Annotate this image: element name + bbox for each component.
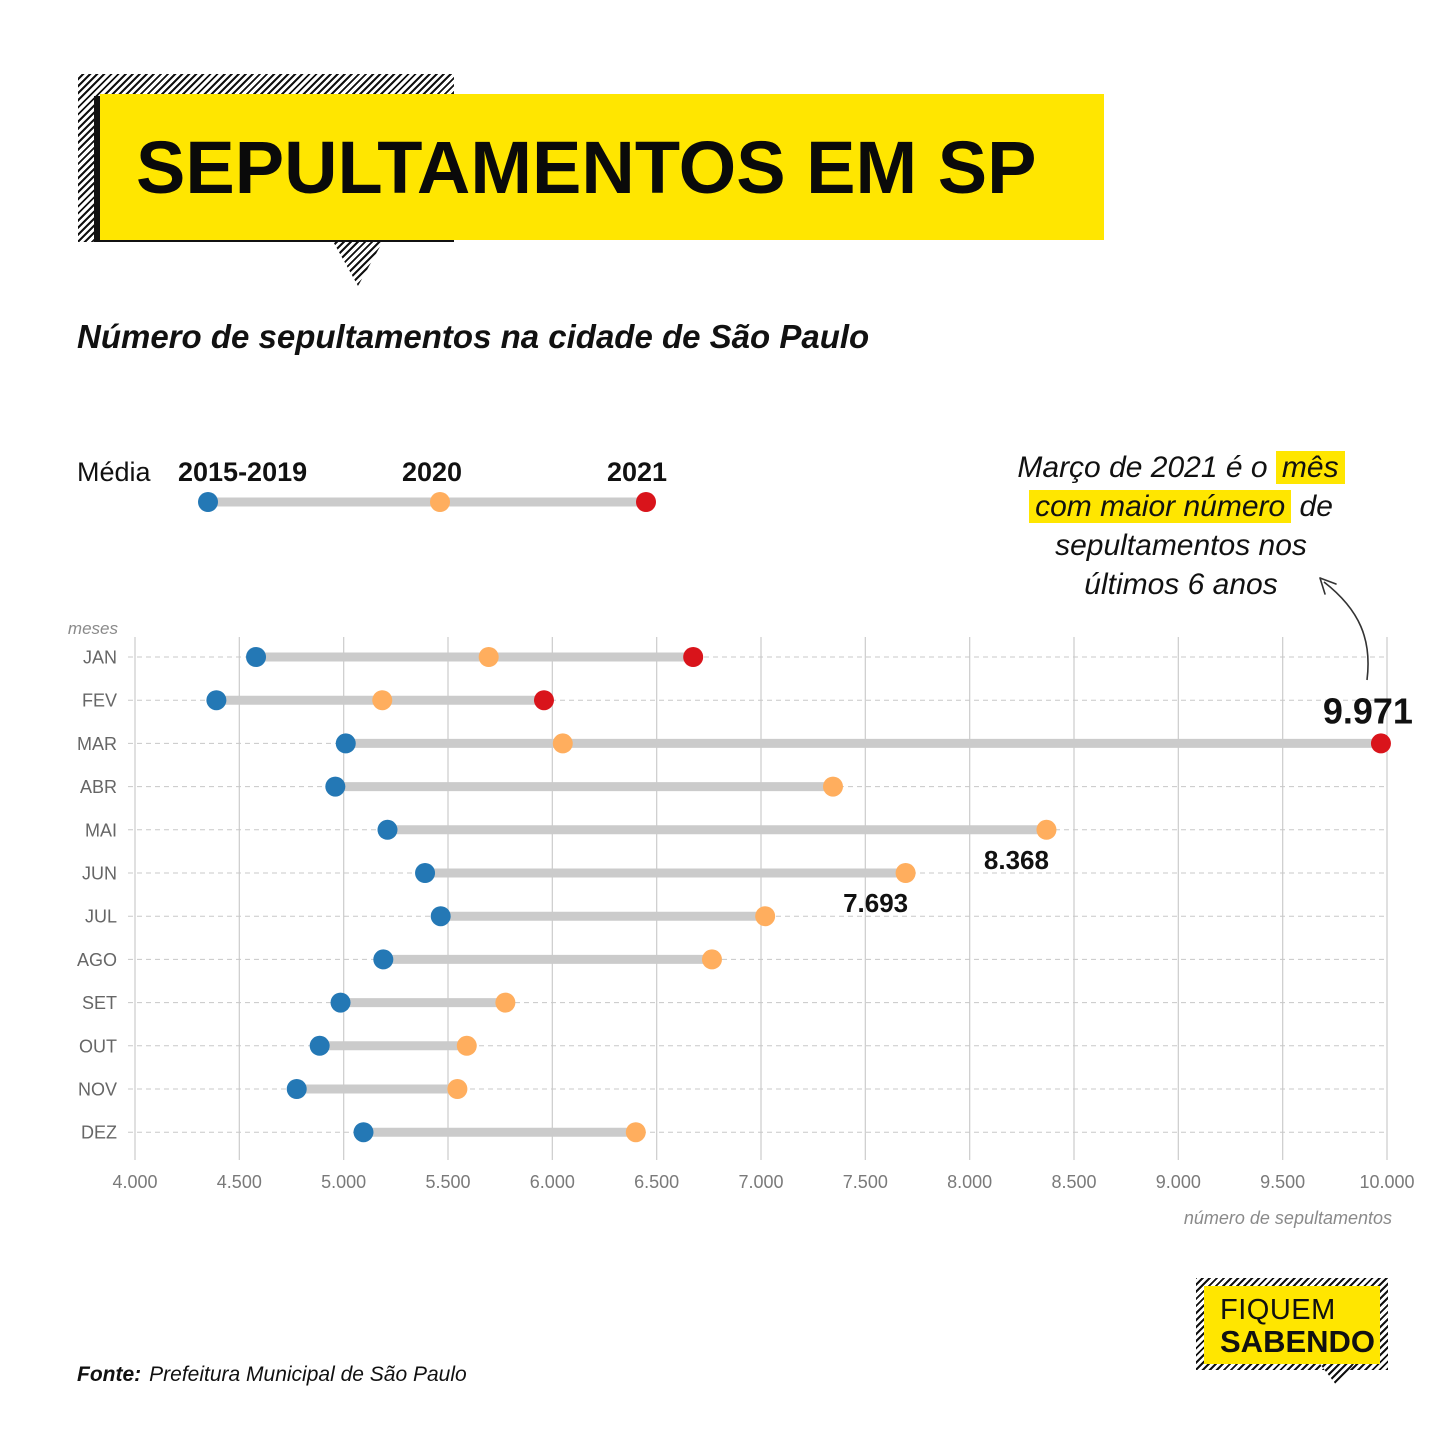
logo-line-1: FIQUEM (1220, 1294, 1336, 1326)
point-avg-ago (373, 949, 394, 970)
page-title: SEPULTAMENTOS EM SP (136, 126, 1037, 209)
x-tick-label-1: 4.500 (217, 1172, 262, 1192)
point-avg-dez (353, 1122, 374, 1143)
annotation-text-2: de (1299, 490, 1333, 523)
x-tick-label-2: 5.000 (321, 1172, 366, 1192)
march-2021-annotation: Março de 2021 é o mês com maior número d… (966, 448, 1396, 604)
x-tick-label-12: 10.000 (1359, 1172, 1414, 1192)
point-2021-mar (1370, 733, 1391, 754)
point-2020-abr (822, 776, 843, 797)
y-tick-label-jun: JUN (82, 864, 117, 884)
point-2020-ago (701, 949, 722, 970)
legend-dot-2021 (636, 492, 656, 512)
brand-logo: FIQUEM SABENDO (1204, 1286, 1380, 1364)
x-tick-label-6: 7.000 (738, 1172, 783, 1192)
y-axis-title: meses (68, 619, 119, 638)
x-tick-label-9: 8.500 (1051, 1172, 1096, 1192)
data-label-mar: 9.971 (1323, 690, 1413, 731)
point-avg-jul (430, 906, 451, 927)
source-label: Fonte: (77, 1363, 142, 1386)
logo-line-2: SABENDO (1220, 1324, 1376, 1359)
x-tick-label-5: 6.500 (634, 1172, 679, 1192)
point-2021-jan (683, 647, 704, 667)
y-tick-label-dez: DEZ (81, 1123, 117, 1143)
y-tick-label-out: OUT (79, 1036, 117, 1056)
y-tick-label-jan: JAN (83, 648, 117, 668)
y-tick-label-jul: JUL (85, 907, 117, 927)
point-avg-abr (325, 776, 346, 797)
y-tick-label-ago: AGO (77, 950, 117, 970)
x-tick-label-10: 9.000 (1156, 1172, 1201, 1192)
x-axis-title: número de sepultamentos (1184, 1208, 1392, 1228)
legend-label-2021: 2021 (607, 457, 668, 487)
y-tick-label-mar: MAR (77, 734, 117, 754)
y-tick-label-fev: FEV (82, 691, 117, 711)
point-avg-jan (246, 647, 267, 667)
annotation-highlight-2: com maior número (1029, 490, 1292, 523)
point-2020-jan (478, 647, 499, 667)
point-2020-jul (755, 906, 776, 927)
legend-dot-avg (198, 492, 218, 512)
source-text: Prefeitura Municipal de São Paulo (149, 1363, 467, 1386)
annotation-text-1: Março de 2021 é o (1017, 451, 1268, 484)
annotation-highlight-1: mês (1275, 451, 1345, 484)
legend-label-2020: 2020 (402, 457, 463, 487)
point-2021-fev (533, 690, 554, 711)
point-2020-mar (552, 733, 573, 754)
annotation-text-4: últimos 6 anos (1084, 568, 1278, 601)
point-avg-out (309, 1035, 330, 1056)
point-avg-jun (415, 863, 436, 883)
point-2020-out (456, 1035, 477, 1056)
point-avg-nov (286, 1079, 307, 1099)
y-tick-label-mai: MAI (85, 820, 117, 840)
chart-subtitle: Número de sepultamentos na cidade de São… (77, 318, 870, 355)
point-2020-dez (625, 1122, 646, 1143)
annotation-arrowhead (1319, 577, 1337, 595)
x-tick-label-7: 7.500 (843, 1172, 888, 1192)
data-label-jun: 7.693 (843, 888, 908, 918)
point-2020-fev (372, 690, 393, 711)
legend-label-avg: 2015-2019 (178, 457, 308, 487)
point-2020-nov (447, 1079, 468, 1099)
x-tick-label-8: 8.000 (947, 1172, 992, 1192)
y-tick-label-abr: ABR (80, 777, 117, 797)
legend-prefix: Média (77, 457, 151, 487)
annotation-arrow (1323, 581, 1369, 681)
point-2020-jun (895, 863, 916, 883)
x-tick-label-4: 6.000 (530, 1172, 575, 1192)
data-label-mai: 8.368 (984, 845, 1049, 875)
title-banner: SEPULTAMENTOS EM SP (100, 94, 1104, 240)
x-tick-label-3: 5.500 (425, 1172, 470, 1192)
y-tick-label-nov: NOV (78, 1080, 117, 1100)
point-avg-mai (377, 819, 398, 840)
point-2020-mai (1036, 819, 1057, 840)
point-avg-fev (206, 690, 227, 711)
source-note: Fonte: Prefeitura Municipal de São Paulo (77, 1363, 467, 1387)
x-tick-label-11: 9.500 (1260, 1172, 1305, 1192)
point-avg-set (330, 992, 351, 1013)
point-avg-mar (335, 733, 356, 754)
x-tick-label-0: 4.000 (112, 1172, 157, 1192)
y-tick-label-set: SET (82, 993, 117, 1013)
legend-dot-2020 (430, 492, 450, 512)
point-2020-set (495, 992, 516, 1013)
annotation-text-3: sepultamentos nos (1055, 529, 1307, 562)
